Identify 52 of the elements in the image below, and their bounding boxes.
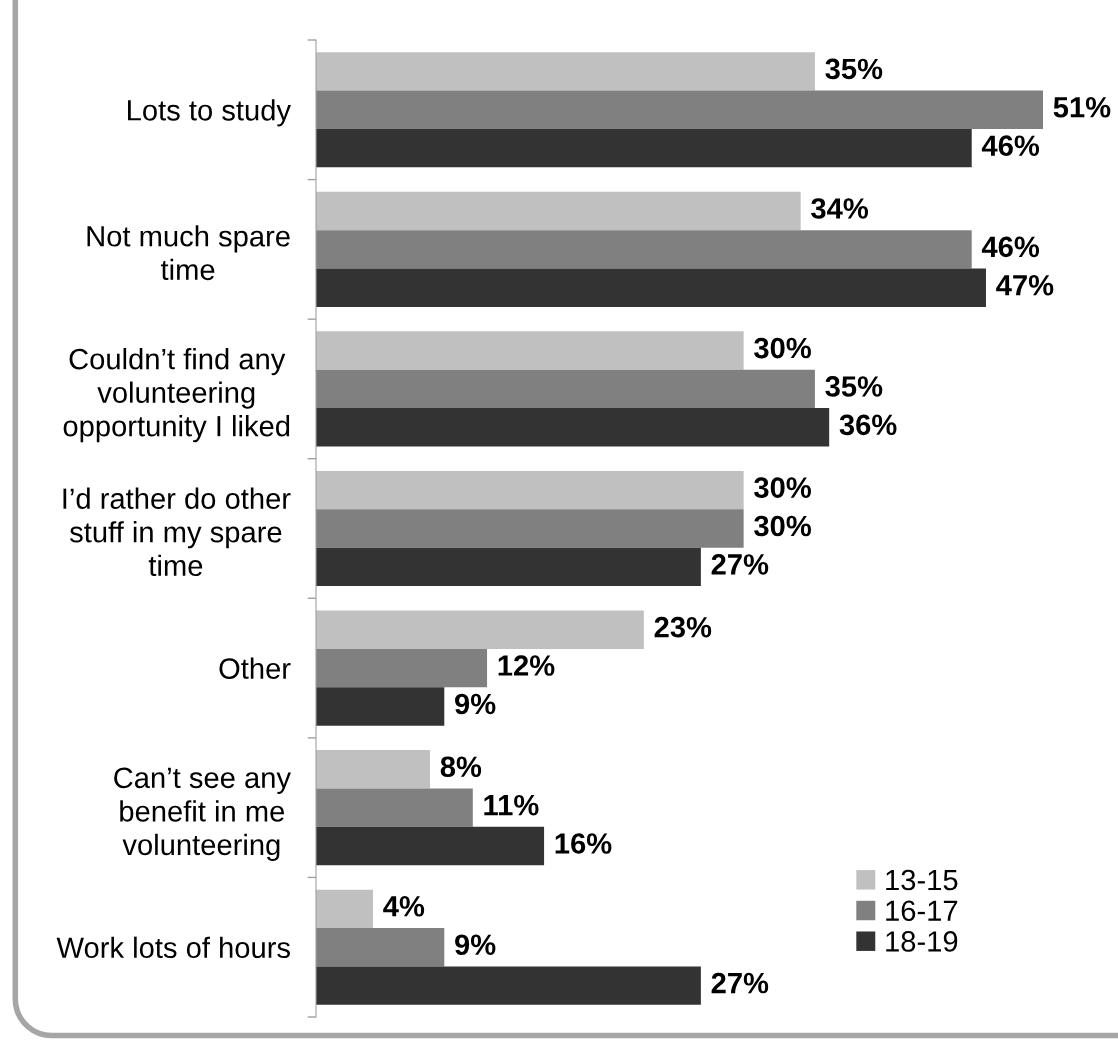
data-label: 27% <box>711 972 769 994</box>
data-label: 35% <box>825 58 883 80</box>
y-tick-label: Work lots of hours <box>56 936 290 959</box>
y-tick-label: Lots to study <box>128 99 291 127</box>
bar <box>316 90 1043 129</box>
data-label: 51% <box>1053 97 1111 118</box>
bar <box>316 610 644 649</box>
bar <box>316 268 986 307</box>
legend-label: 13-15 <box>886 869 958 891</box>
data-label: 12% <box>498 655 555 676</box>
bar <box>316 470 744 510</box>
bar <box>316 889 374 929</box>
bar <box>316 547 701 587</box>
bar <box>316 331 744 370</box>
y-tick-label: Couldn’t find any volunteering opportunity I liked <box>63 348 290 443</box>
bar <box>316 826 545 866</box>
y-tick-label: Other <box>219 657 291 679</box>
legend-label: 18-19 <box>886 931 958 952</box>
bar <box>316 788 473 827</box>
bar <box>316 230 972 269</box>
data-label: 11% <box>484 794 539 816</box>
bar <box>316 369 815 409</box>
bar <box>316 408 830 447</box>
data-label: 35% <box>825 376 883 397</box>
bar <box>316 509 744 548</box>
data-label: 46% <box>981 236 1040 258</box>
data-label: 9% <box>455 693 496 715</box>
bar <box>316 966 701 1005</box>
data-label: 47% <box>996 274 1054 296</box>
data-label: 4% <box>383 896 425 917</box>
y-tick-label: Not much spare time <box>87 225 290 281</box>
bar <box>316 687 445 726</box>
bar <box>316 750 431 789</box>
data-label: 9% <box>455 934 496 956</box>
data-label: 34% <box>811 198 868 219</box>
bar <box>316 928 445 967</box>
bar <box>316 191 801 231</box>
data-label: 16% <box>555 833 612 854</box>
data-label: 27% <box>711 554 769 575</box>
y-tick-label: I’d rather do other stuff in my spare time <box>63 487 291 577</box>
data-label: 30% <box>754 477 811 498</box>
data-label: 30% <box>754 515 811 537</box>
data-label: 36% <box>839 414 897 436</box>
data-label: 46% <box>981 135 1040 156</box>
y-tick-label: Can’t see any benefit in me volunteering <box>114 767 291 861</box>
bar <box>316 128 972 168</box>
data-label: 8% <box>440 756 482 778</box>
bar <box>316 52 815 91</box>
data-label: 30% <box>754 337 811 359</box>
legend-label: 16-17 <box>886 900 958 922</box>
data-label: 23% <box>654 616 712 638</box>
bar <box>316 648 488 688</box>
